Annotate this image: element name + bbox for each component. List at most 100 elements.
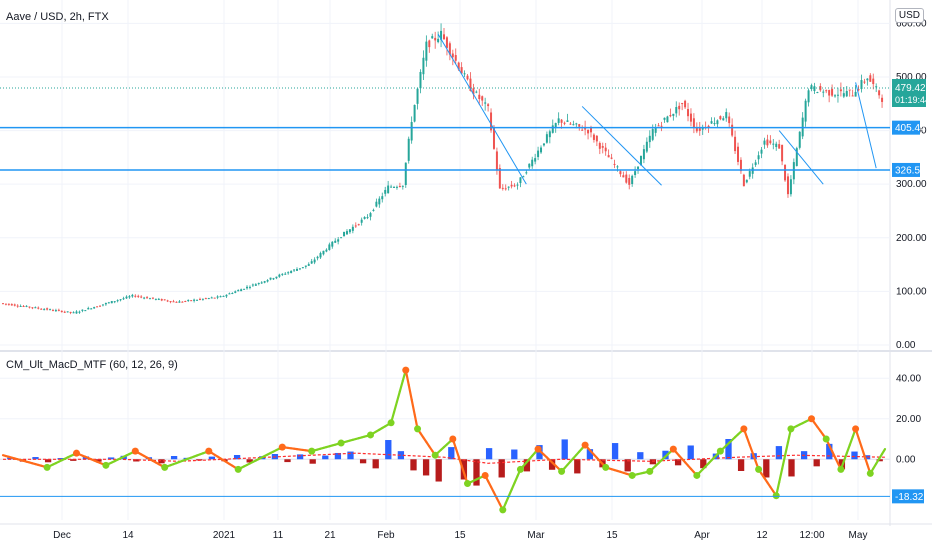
candle-body bbox=[11, 304, 13, 305]
macd-cross-dot bbox=[517, 466, 524, 473]
candle-body bbox=[446, 37, 448, 48]
candle-body bbox=[590, 128, 592, 132]
time-tick-label: 12:00 bbox=[799, 530, 824, 541]
candle-body bbox=[311, 261, 313, 263]
candle-body bbox=[434, 38, 436, 40]
candle-body bbox=[223, 296, 225, 297]
candle-body bbox=[228, 293, 230, 294]
candle-body bbox=[878, 90, 880, 95]
candle-body bbox=[205, 298, 207, 299]
macd-cross-dot bbox=[558, 468, 565, 475]
macd-cross-dot bbox=[773, 492, 780, 499]
candle-body bbox=[270, 278, 272, 280]
candle-body bbox=[364, 217, 366, 219]
candle-body bbox=[293, 270, 295, 271]
candle-body bbox=[140, 297, 142, 298]
macd-cross-dot bbox=[367, 431, 374, 438]
candle-body bbox=[352, 227, 354, 231]
histogram-bar bbox=[851, 452, 857, 460]
candle-body bbox=[669, 115, 671, 116]
candle-body bbox=[625, 175, 627, 183]
candle-body bbox=[569, 124, 571, 125]
candle-body bbox=[793, 162, 795, 179]
time-tick-label: 14 bbox=[122, 530, 134, 541]
candle-body bbox=[855, 92, 857, 97]
time-tick-label: 12 bbox=[756, 530, 768, 541]
candle-body bbox=[719, 116, 721, 119]
histogram-bar bbox=[423, 459, 429, 475]
candle-body bbox=[161, 299, 163, 300]
candle-body bbox=[220, 296, 222, 297]
candle-body bbox=[187, 300, 189, 301]
macd-cross-dot bbox=[499, 506, 506, 513]
candle-body bbox=[611, 158, 613, 159]
candle-body bbox=[5, 304, 7, 305]
candle-body bbox=[652, 129, 654, 140]
candle-body bbox=[872, 79, 874, 84]
time-tick-label: 21 bbox=[324, 530, 336, 541]
candle-body bbox=[517, 185, 519, 186]
candle-body bbox=[616, 166, 618, 167]
histogram-bar bbox=[562, 439, 568, 459]
price-tick-label: 300.00 bbox=[896, 179, 927, 190]
candle-body bbox=[822, 92, 824, 93]
candle-body bbox=[863, 82, 865, 83]
candle-body bbox=[605, 148, 607, 152]
histogram-bar bbox=[322, 456, 328, 460]
candle-body bbox=[375, 202, 377, 207]
oscillator-hline-label: -18.32 bbox=[895, 492, 924, 503]
candle-body bbox=[787, 176, 789, 194]
macd-cross-dot bbox=[464, 480, 471, 487]
histogram-bar bbox=[788, 459, 794, 476]
currency-button[interactable]: USD bbox=[895, 8, 924, 23]
candle-body bbox=[52, 310, 54, 311]
candle-body bbox=[355, 225, 357, 226]
candle-body bbox=[170, 301, 172, 302]
histogram-bar bbox=[385, 440, 391, 459]
candle-body bbox=[346, 231, 348, 234]
candle-body bbox=[681, 103, 683, 104]
candle-body bbox=[749, 171, 751, 177]
candle-body bbox=[540, 148, 542, 153]
histogram-bar bbox=[171, 456, 177, 459]
candle-body bbox=[390, 187, 392, 188]
candle-body bbox=[713, 123, 715, 124]
candle-body bbox=[505, 188, 507, 189]
candle-body bbox=[49, 309, 51, 310]
macd-cross-dot bbox=[132, 448, 139, 455]
candle-body bbox=[643, 149, 645, 159]
candle-body bbox=[272, 278, 274, 279]
candle-body bbox=[831, 89, 833, 96]
candle-body bbox=[799, 132, 801, 148]
candle-body bbox=[572, 124, 574, 125]
histogram-bar bbox=[347, 452, 353, 460]
macd-cross-dot bbox=[308, 448, 315, 455]
candle-body bbox=[214, 298, 216, 299]
candle-body bbox=[599, 143, 601, 149]
candle-body bbox=[543, 143, 545, 145]
candle-body bbox=[628, 178, 630, 185]
candle-body bbox=[17, 306, 19, 307]
candle-body bbox=[46, 308, 48, 309]
candle-body bbox=[846, 91, 848, 96]
candle-body bbox=[464, 73, 466, 74]
candle-body bbox=[593, 135, 595, 140]
candle-body bbox=[299, 268, 301, 269]
candle-body bbox=[284, 274, 286, 275]
histogram-bar bbox=[814, 459, 820, 466]
time-tick-label: Apr bbox=[694, 530, 710, 541]
candle-body bbox=[419, 72, 421, 88]
candle-body bbox=[314, 260, 316, 263]
macd-cross-dot bbox=[338, 440, 345, 447]
histogram-bar bbox=[373, 459, 379, 468]
candle-body bbox=[343, 232, 345, 236]
candle-body bbox=[105, 303, 107, 304]
time-tick-label: Mar bbox=[527, 530, 545, 541]
candle-body bbox=[758, 155, 760, 159]
candle-body bbox=[778, 144, 780, 148]
candle-body bbox=[452, 54, 454, 58]
candle-body bbox=[478, 95, 480, 99]
candle-body bbox=[372, 210, 374, 211]
